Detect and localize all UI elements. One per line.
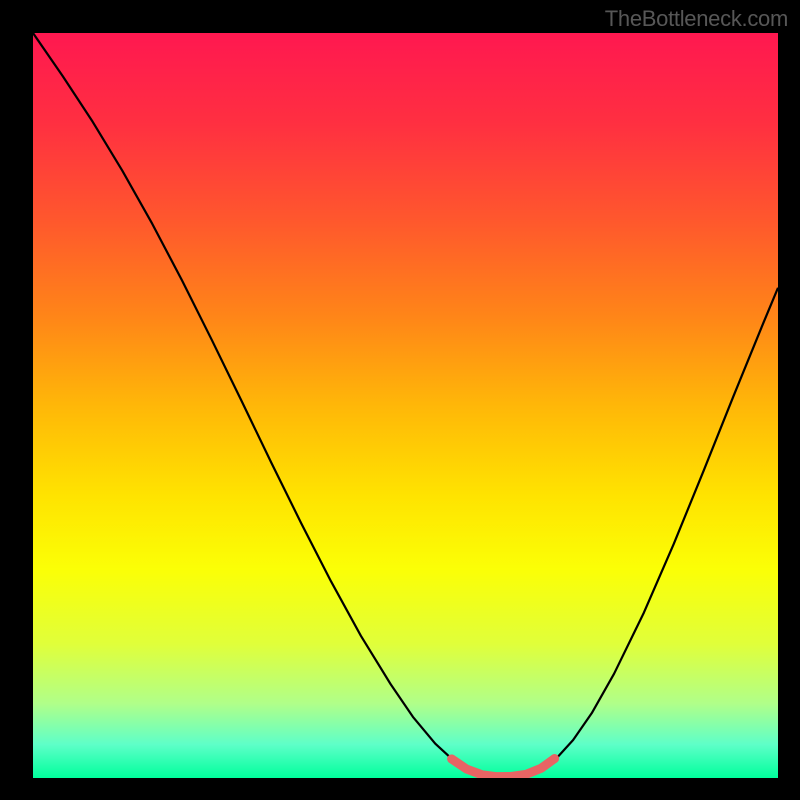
chart-background xyxy=(33,33,778,778)
bottleneck-chart xyxy=(33,33,778,778)
highlight-endpoint xyxy=(550,754,559,763)
chart-svg xyxy=(33,33,778,778)
highlight-endpoint xyxy=(447,755,456,764)
watermark-text: TheBottleneck.com xyxy=(605,6,788,32)
